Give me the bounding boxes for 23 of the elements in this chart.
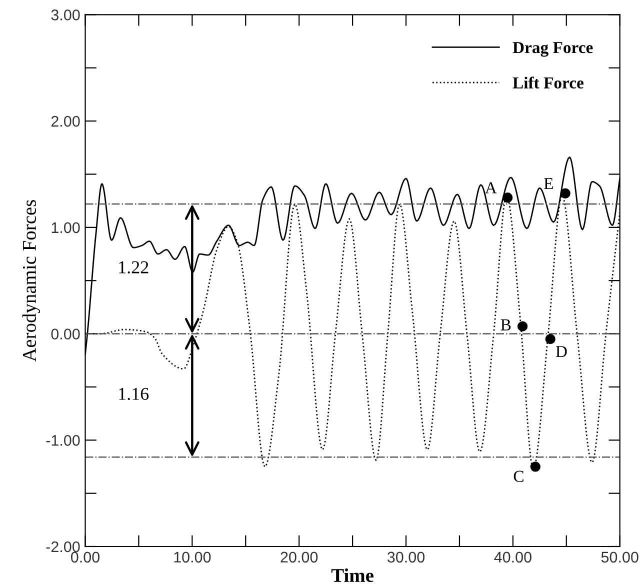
y-tick-label: -1.00 — [46, 435, 80, 446]
annotation: E — [544, 178, 553, 190]
annotation: D — [556, 346, 567, 358]
x-tick-label: 10.00 — [174, 552, 211, 563]
x-tick-label: 30.00 — [387, 552, 425, 563]
y-tick-label: 1.00 — [52, 222, 80, 234]
annotation: 1.22 — [119, 261, 148, 274]
annotation: A — [485, 182, 497, 194]
legend-label: Drag Force — [512, 42, 593, 57]
legend-label: Lift Force — [512, 76, 584, 89]
annotation: B — [500, 319, 511, 330]
x-tick-label: 50.00 — [601, 552, 638, 563]
y-tick-label: 3.00 — [51, 10, 80, 20]
x-tick-label: 0.00 — [70, 552, 100, 563]
x-tick-label: 20.00 — [280, 552, 318, 563]
y-axis-title: Aerodynamic Forces — [22, 200, 40, 362]
x-tick-label: 40.00 — [494, 552, 532, 563]
y-tick-label: 2.00 — [51, 116, 80, 127]
y-tick-label: -2.00 — [46, 541, 80, 552]
y-tick-label: 0.00 — [51, 328, 80, 340]
annotation: C — [514, 470, 524, 482]
x-axis-title: Time — [331, 568, 374, 582]
annotation: 1.16 — [119, 388, 149, 400]
